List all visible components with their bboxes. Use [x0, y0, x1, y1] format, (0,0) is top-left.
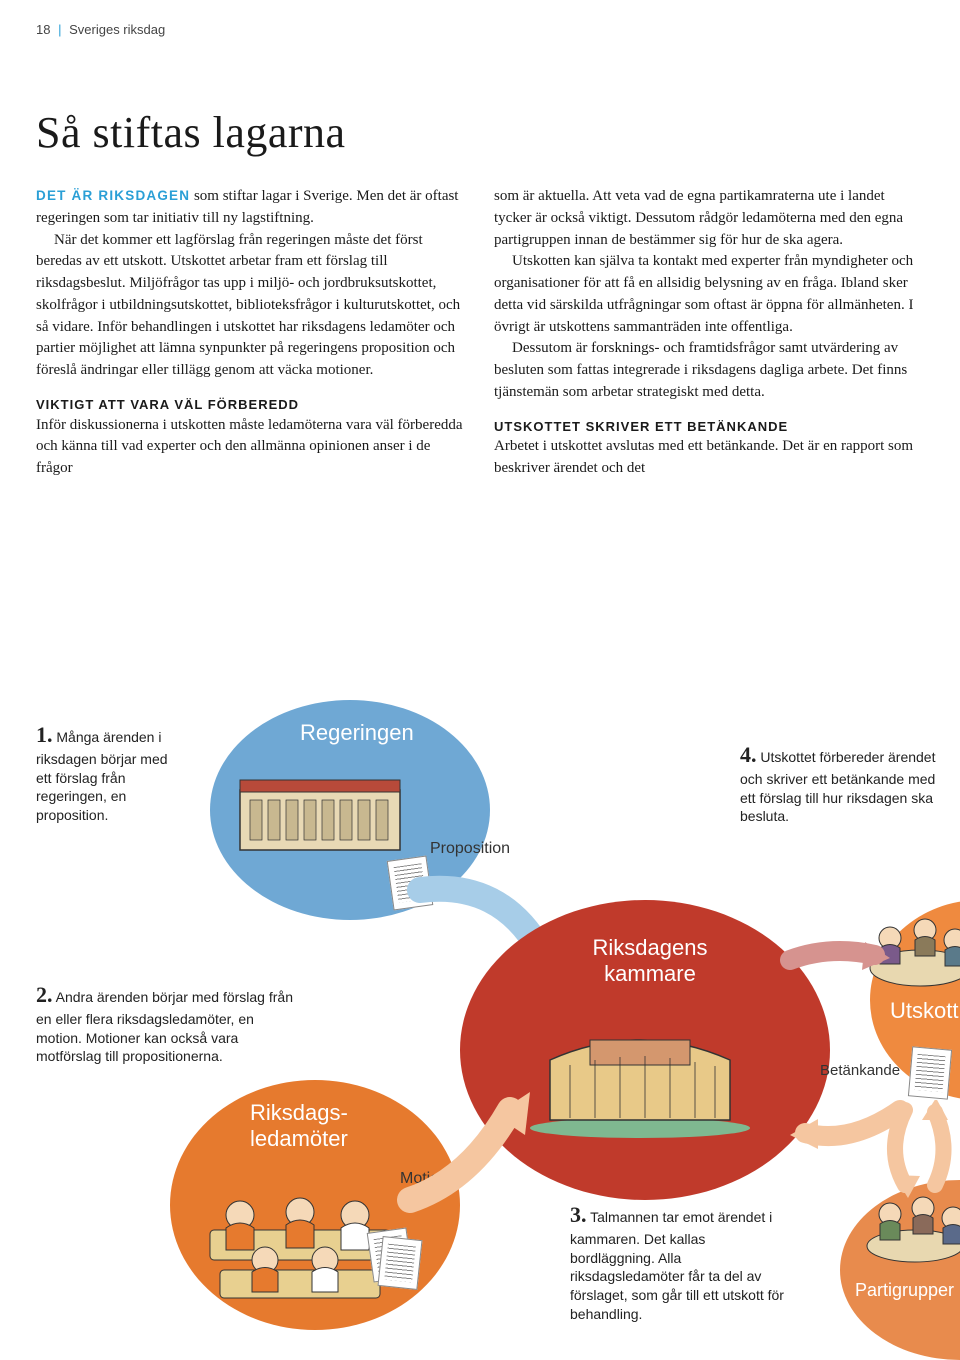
paragraph: Inför diskussionerna i utskotten måste l… — [36, 415, 466, 480]
motioner-documents — [370, 1230, 410, 1280]
left-column: DET ÄR RIKSDAGEN som stiftar lagar i Sve… — [36, 186, 466, 480]
document-icon — [908, 1046, 952, 1099]
kammare-label: Riksdagens kammare — [550, 935, 750, 987]
step-text: Utskottet förbereder ärendet och skriver… — [740, 749, 936, 824]
kammare-label-text: Riksdagens kammare — [593, 935, 708, 986]
subheading: UTSKOTTET SKRIVER ETT BETÄNKANDE — [494, 418, 924, 437]
process-infographic: 1. Många ärenden i riksdagen börjar med … — [0, 700, 960, 1340]
paragraph: När det kommer ett lagförslag från reger… — [36, 230, 466, 382]
committee-illustration — [855, 898, 960, 1008]
government-building-icon — [230, 760, 410, 870]
motioner-label: Motioner — [400, 1170, 462, 1188]
step-4: 4. Utskottet förbereder ärendet och skri… — [740, 740, 950, 826]
proposition-label: Proposition — [430, 840, 510, 858]
page-number: 18 — [36, 22, 50, 37]
lead-in: DET ÄR RIKSDAGEN — [36, 188, 190, 203]
step-number: 4. — [740, 742, 757, 767]
step-text: Många ärenden i riksdagen börjar med ett… — [36, 729, 168, 823]
header-separator: | — [58, 22, 61, 37]
paragraph: Dessutom är forsknings- och framtidsfråg… — [494, 338, 924, 403]
regeringen-label: Regeringen — [300, 720, 414, 746]
step-1: 1. Många ärenden i riksdagen börjar med … — [36, 720, 186, 825]
step-3: 3. Talmannen tar emot ärendet i kammaren… — [570, 1200, 790, 1324]
paragraph: Utskotten kan själva ta kontakt med expe… — [494, 251, 924, 338]
step-number: 1. — [36, 722, 53, 747]
paragraph: DET ÄR RIKSDAGEN som stiftar lagar i Sve… — [36, 186, 466, 230]
party-groups-illustration — [855, 1178, 960, 1278]
partigrupper-label: Partigrupper — [855, 1280, 954, 1301]
step-2: 2. Andra ärenden börjar med förslag från… — [36, 980, 296, 1066]
step-number: 2. — [36, 982, 53, 1007]
right-column: som är aktuella. Att veta vad de egna pa… — [494, 186, 924, 480]
document-icon — [387, 855, 434, 910]
header-section: Sveriges riksdag — [69, 22, 165, 37]
ledamoter-label: Riksdags- ledamöter — [250, 1100, 348, 1152]
page-title: Så stiftas lagarna — [36, 107, 960, 158]
step-text: Talmannen tar emot ärendet i kammaren. D… — [570, 1209, 784, 1322]
page-header: 18 | Sveriges riksdag — [0, 0, 960, 37]
step-text: Andra ärenden börjar med förslag från en… — [36, 989, 293, 1064]
step-number: 3. — [570, 1202, 587, 1227]
subheading: VIKTIGT ATT VARA VÄL FÖRBEREDD — [36, 396, 466, 415]
betankande-label: Betänkande — [820, 1062, 900, 1079]
text-columns: DET ÄR RIKSDAGEN som stiftar lagar i Sve… — [0, 186, 960, 480]
riksdag-building-icon — [520, 1010, 760, 1140]
paragraph: som är aktuella. Att veta vad de egna pa… — [494, 186, 924, 251]
paragraph: Arbetet i utskottet avslutas med ett bet… — [494, 436, 924, 480]
